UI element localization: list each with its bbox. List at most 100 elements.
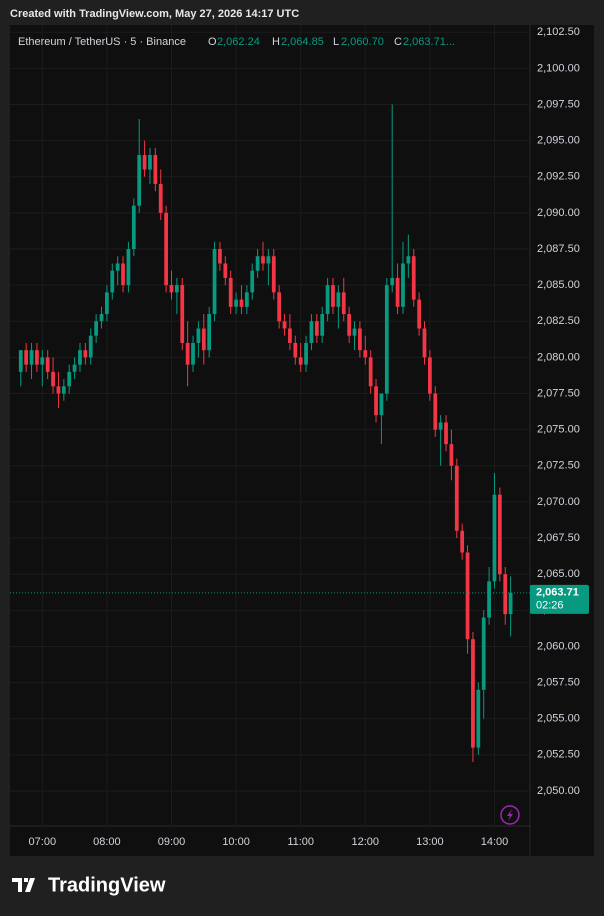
candle-body [481, 617, 486, 690]
y-tick-label: 2,067.50 [537, 532, 580, 544]
candle-body [115, 263, 120, 271]
candle-body [137, 155, 142, 206]
candle-body [341, 292, 346, 315]
candle-body [234, 299, 238, 307]
candle-body [304, 342, 308, 365]
candle-body [218, 249, 222, 264]
candle-body [454, 465, 459, 531]
candle-body [83, 350, 88, 358]
candle-body [449, 444, 454, 466]
x-tick-label: 12:00 [352, 836, 380, 848]
plot: 2,050.00 2,052.50 2,055.00 2,057.50 2,060.00… [10, 25, 589, 848]
candle-body [24, 350, 29, 365]
candle-body [497, 494, 502, 575]
legend: Ethereum / TetherUS · 5 · Binance O 2,06… [18, 36, 455, 48]
candle-body [18, 350, 23, 372]
candle-body [244, 292, 249, 307]
chart-panel [10, 25, 594, 856]
candle-body [336, 292, 341, 307]
y-tick-label: 2,080.00 [537, 351, 580, 363]
candle-body [325, 285, 330, 315]
y-tick-label: 2,087.50 [537, 243, 580, 255]
footer-logo[interactable]: TradingView [12, 874, 166, 896]
h-value: 2,064.85 [281, 36, 324, 48]
candle-body [223, 263, 228, 278]
x-tick-label: 09:00 [158, 836, 186, 848]
candle-body [142, 155, 147, 170]
candle-body [29, 350, 34, 365]
y-tick-label: 2,095.00 [537, 135, 580, 147]
candle-body [271, 256, 276, 293]
candle-body [476, 689, 481, 748]
logo-text[interactable]: TradingView [48, 874, 166, 896]
candle-body [460, 530, 465, 553]
y-tick-label: 2,092.50 [537, 171, 580, 183]
x-tick-label: 08:00 [93, 836, 121, 848]
candle-body [266, 256, 271, 264]
symbol: Ethereum / TetherUS · 5 · Binance [18, 36, 186, 48]
x-tick-label: 11:00 [287, 836, 314, 848]
candle-body [298, 357, 303, 365]
candle-body [487, 581, 491, 618]
y-tick-label: 2,060.00 [537, 640, 580, 652]
candle-body [417, 299, 421, 329]
candle-body [331, 285, 335, 307]
candle-body [239, 299, 244, 307]
alert-circle[interactable] [500, 805, 520, 825]
l-label: L [333, 36, 339, 48]
candle-body [438, 422, 443, 430]
candle-body [261, 256, 265, 264]
candle-body [384, 285, 389, 394]
o-label: O [208, 36, 217, 48]
candle-body [293, 342, 298, 358]
candle-body [212, 249, 217, 315]
candle-body [395, 277, 400, 307]
candle-body [40, 357, 45, 365]
candle-body [158, 183, 163, 213]
candle-body [174, 285, 179, 293]
candle-body [250, 270, 255, 293]
candle-body [390, 277, 395, 286]
candle-body [121, 263, 125, 286]
candle-body [196, 328, 201, 343]
candle-body [153, 155, 158, 184]
candle-body [180, 285, 185, 343]
candle-body [465, 552, 470, 640]
x-tick-label: 14:00 [481, 836, 509, 848]
l-value: 2,060.70 [341, 36, 384, 48]
candle-body [131, 205, 136, 250]
candle-body [201, 328, 206, 351]
y-tick-label: 2,052.50 [537, 749, 580, 761]
candle-body [288, 328, 292, 343]
y-tick-label: 2,055.00 [537, 713, 580, 725]
alert-icon[interactable] [500, 805, 520, 825]
logo-mark[interactable] [12, 878, 35, 892]
alert-bolt[interactable] [507, 809, 513, 821]
y-tick-label: 2,097.50 [537, 98, 580, 110]
candle-body [277, 292, 282, 322]
candle-body [169, 285, 174, 293]
o-value: 2,062.24 [217, 36, 260, 48]
y-tick-label: 2,072.50 [537, 460, 580, 472]
candle-body [72, 364, 77, 372]
y-tick-label: 2,090.00 [537, 207, 580, 219]
candle-body [379, 393, 384, 416]
countdown-label: 02:26 [536, 600, 564, 612]
candle-body [255, 256, 260, 271]
candle-body [471, 639, 475, 748]
c-label: C [394, 36, 402, 48]
candle-body [78, 350, 82, 365]
candle-body [309, 321, 314, 343]
y-tick-label: 2,050.00 [537, 785, 580, 797]
candle-body [401, 263, 405, 307]
candle-body [320, 314, 325, 336]
candle-body [94, 321, 99, 336]
y-tick-label: 2,075.00 [537, 424, 580, 436]
candle-body [508, 592, 513, 615]
y-tick-label: 2,102.50 [537, 26, 580, 38]
candle-body [347, 314, 352, 336]
candle-body [148, 155, 152, 170]
candle-body [67, 371, 72, 387]
candle-body [88, 335, 93, 358]
